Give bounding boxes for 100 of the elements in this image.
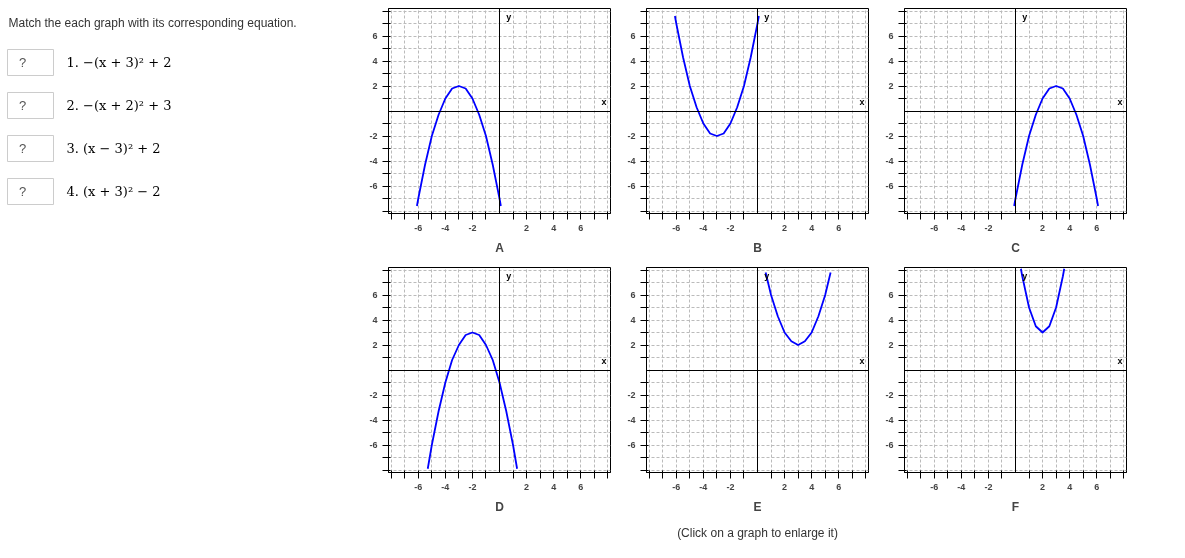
x-tick-label: -2 xyxy=(726,481,735,492)
text: 3. (x − 3)² + 2 xyxy=(66,141,161,156)
y-tick-label: 6 xyxy=(888,31,894,41)
text: (Click on a graph to enlarge it) xyxy=(677,525,838,540)
y-tick-label: -4 xyxy=(885,156,894,166)
text: 1. −(x + 3)² + 2 xyxy=(66,55,172,70)
x-tick-label: -4 xyxy=(699,481,708,492)
text: Match the each graph with its corresponding equation. xyxy=(8,15,297,30)
x-tick-label: 2 xyxy=(782,222,788,233)
x-tick-label: 2 xyxy=(524,222,530,233)
text: A xyxy=(495,240,505,255)
x-tick-label: 6 xyxy=(1094,222,1100,233)
y-tick-label: 2 xyxy=(372,340,378,350)
y-tick-label: -2 xyxy=(369,390,378,400)
y-tick-label: -2 xyxy=(369,131,378,141)
y-tick-label: 2 xyxy=(888,340,894,350)
x-tick-label: -4 xyxy=(957,481,966,492)
x-tick-label: 2 xyxy=(1040,481,1046,492)
x-tick-label: 4 xyxy=(551,481,557,492)
x-tick-label: -6 xyxy=(930,481,939,492)
text: 2. −(x + 2)² + 3 xyxy=(66,98,172,113)
y-tick-label: -4 xyxy=(369,415,378,425)
y-tick-label: -6 xyxy=(369,440,378,450)
line-series xyxy=(1020,267,1066,334)
y-tick-label: -2 xyxy=(885,131,894,141)
text: ? xyxy=(18,98,27,113)
y-tick-label: 4 xyxy=(630,56,636,66)
y-tick-label: 6 xyxy=(888,290,894,300)
y-axis-title: y xyxy=(764,12,770,23)
x-axis-title: x xyxy=(1117,97,1123,108)
line-series xyxy=(674,15,760,137)
line-series xyxy=(1013,85,1099,207)
y-tick-label: 4 xyxy=(372,56,378,66)
x-tick-label: 4 xyxy=(809,222,815,233)
x-tick-label: -6 xyxy=(414,481,423,492)
text: B xyxy=(753,240,763,255)
y-tick-label: -6 xyxy=(885,181,894,191)
text: ? xyxy=(18,55,27,70)
x-tick-label: -2 xyxy=(984,481,993,492)
x-tick-label: -6 xyxy=(672,481,681,492)
x-tick-label: 4 xyxy=(551,222,557,233)
y-tick-label: -2 xyxy=(627,131,636,141)
x-tick-label: 2 xyxy=(1040,222,1046,233)
y-axis-title: y xyxy=(764,271,770,282)
x-tick-label: -2 xyxy=(984,222,993,233)
line-series xyxy=(426,331,518,470)
y-tick-label: -4 xyxy=(627,415,636,425)
x-tick-label: -4 xyxy=(441,222,450,233)
y-tick-label: 4 xyxy=(888,315,894,325)
y-tick-label: 6 xyxy=(630,290,636,300)
y-tick-label: -6 xyxy=(885,440,894,450)
x-tick-label: -4 xyxy=(441,481,450,492)
line-series xyxy=(764,271,832,346)
text: D xyxy=(495,499,505,514)
x-axis-title: x xyxy=(601,356,607,367)
x-tick-label: 4 xyxy=(809,481,815,492)
y-axis-title: y xyxy=(506,271,512,282)
y-tick-label: 4 xyxy=(372,315,378,325)
x-tick-label: 6 xyxy=(836,481,842,492)
y-axis-title: y xyxy=(1022,271,1028,282)
y-tick-label: -6 xyxy=(627,440,636,450)
y-tick-label: -4 xyxy=(369,156,378,166)
y-tick-label: 6 xyxy=(372,290,378,300)
x-tick-label: -6 xyxy=(672,222,681,233)
y-tick-label: 2 xyxy=(630,81,636,91)
y-tick-label: -6 xyxy=(627,181,636,191)
text: ? xyxy=(18,184,27,199)
x-tick-label: -6 xyxy=(414,222,423,233)
x-axis-title: x xyxy=(859,97,865,108)
x-tick-label: 6 xyxy=(836,222,842,233)
x-tick-label: -2 xyxy=(468,222,477,233)
x-tick-label: -2 xyxy=(468,481,477,492)
x-tick-label: 6 xyxy=(578,222,584,233)
x-tick-label: -4 xyxy=(699,222,708,233)
x-tick-label: 4 xyxy=(1067,222,1073,233)
line-series xyxy=(416,85,502,207)
y-axis-title: y xyxy=(1022,12,1028,23)
y-tick-label: -2 xyxy=(885,390,894,400)
y-tick-label: -6 xyxy=(369,181,378,191)
x-tick-label: -2 xyxy=(726,222,735,233)
x-axis-title: x xyxy=(1117,356,1123,367)
x-tick-label: -6 xyxy=(930,222,939,233)
y-tick-label: 2 xyxy=(630,340,636,350)
y-tick-label: 6 xyxy=(372,31,378,41)
x-tick-label: 6 xyxy=(578,481,584,492)
text: ? xyxy=(18,141,27,156)
y-tick-label: -4 xyxy=(627,156,636,166)
y-tick-label: -4 xyxy=(885,415,894,425)
y-tick-label: 2 xyxy=(372,81,378,91)
x-tick-label: -4 xyxy=(957,222,966,233)
x-axis-title: x xyxy=(859,356,865,367)
text: C xyxy=(1011,240,1021,255)
x-tick-label: 2 xyxy=(524,481,530,492)
text: 4. (x + 3)² − 2 xyxy=(66,184,161,199)
y-tick-label: 4 xyxy=(888,56,894,66)
text: E xyxy=(753,499,762,514)
y-tick-label: 2 xyxy=(888,81,894,91)
x-axis-title: x xyxy=(601,97,607,108)
x-tick-label: 6 xyxy=(1094,481,1100,492)
text: F xyxy=(1011,499,1020,514)
